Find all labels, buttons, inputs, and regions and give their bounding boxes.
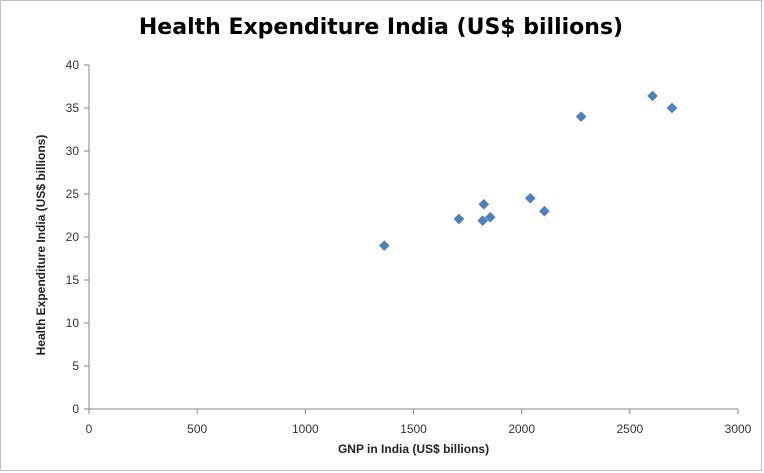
x-tick-label: 2500 <box>616 422 643 436</box>
data-point <box>453 213 465 225</box>
y-tick-label: 30 <box>66 144 80 158</box>
y-axis-title: Health Expenditure India (US$ billions) <box>34 135 48 356</box>
y-tick-label: 5 <box>72 359 79 373</box>
y-tick-label: 15 <box>66 273 80 287</box>
data-point <box>378 240 390 251</box>
data-point <box>647 90 658 102</box>
data-point <box>484 211 496 223</box>
chart-title: Health Expenditure India (US$ billions) <box>138 15 624 40</box>
x-tick-label: 1500 <box>400 422 427 436</box>
data-point <box>477 215 489 227</box>
x-tick-label: 500 <box>187 422 207 436</box>
data-point <box>539 205 550 217</box>
y-tick-label: 10 <box>66 316 80 330</box>
y-tick-label: 25 <box>66 187 80 201</box>
y-tick-label: 40 <box>66 58 80 72</box>
data-point <box>666 102 678 114</box>
data-point <box>478 198 490 210</box>
y-tick-label: 0 <box>72 402 79 416</box>
data-point <box>524 192 536 204</box>
x-axis-title: GNP in India (US$ billions) <box>338 442 489 456</box>
x-tick-label: 3000 <box>725 422 752 436</box>
x-tick-label: 1000 <box>292 422 319 436</box>
y-tick-label: 35 <box>66 101 80 115</box>
data-point <box>575 111 587 122</box>
x-tick-label: 2000 <box>508 422 535 436</box>
x-tick-label: 0 <box>86 422 93 436</box>
y-tick-label: 20 <box>66 230 80 244</box>
